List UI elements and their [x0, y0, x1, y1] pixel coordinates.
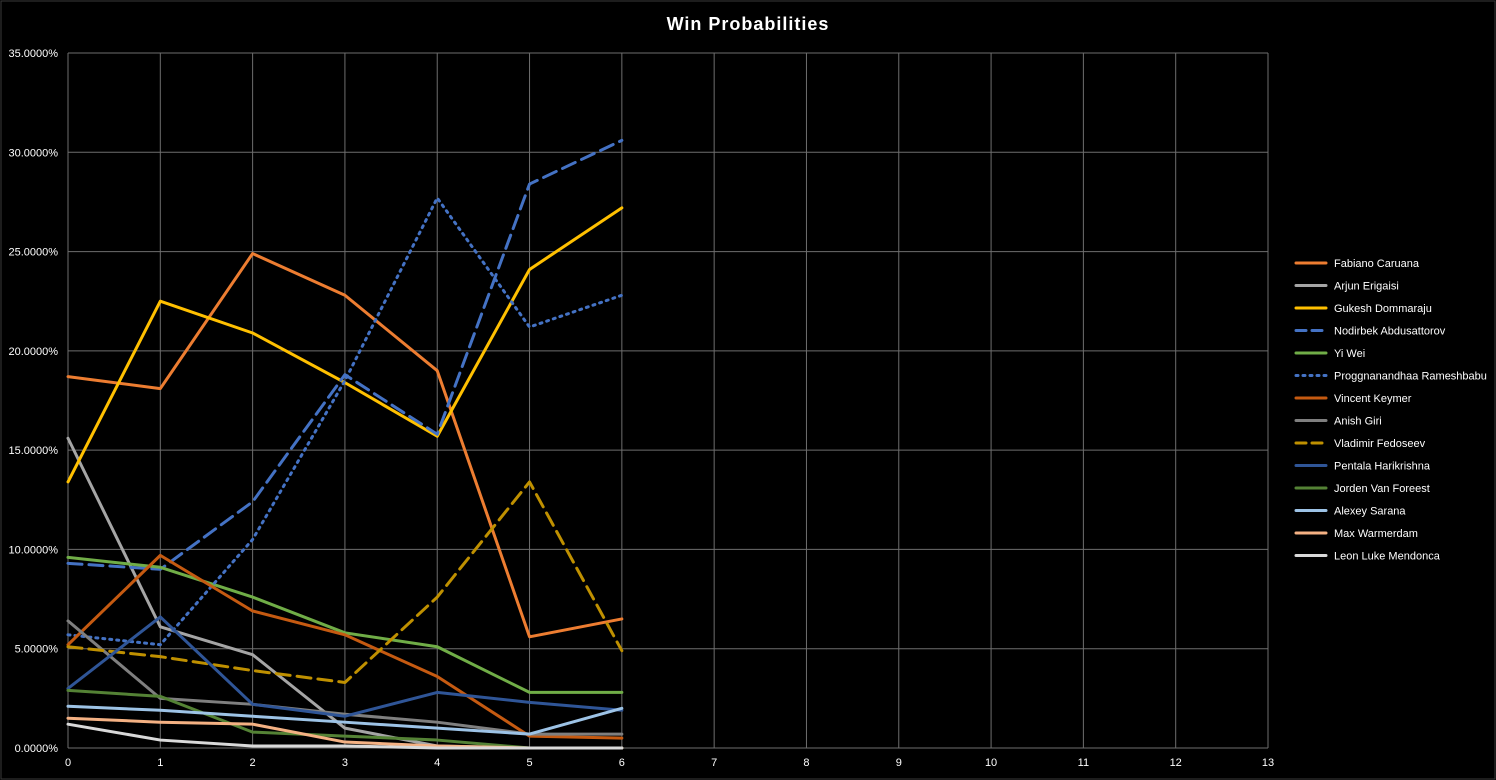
series-line-alexey-sarana	[66, 704, 624, 736]
legend-label-arjun-erigaisi: Arjun Erigaisi	[1334, 281, 1399, 293]
legend-label-gukesh-dommaraju: Gukesh Dommaraju	[1334, 303, 1432, 315]
y-tick-label: 15.0000%	[8, 445, 58, 457]
legend-label-max-warmerdam: Max Warmerdam	[1334, 528, 1418, 540]
series-line-vladimir-fedoseev	[66, 480, 624, 684]
y-tick-label: 10.0000%	[8, 544, 58, 556]
legend-label-nodirbek-abdusattorov: Nodirbek Abdusattorov	[1334, 326, 1446, 338]
series-line-proggnanandhaa-rameshbabu	[66, 196, 624, 647]
x-tick-label: 6	[619, 757, 625, 769]
legend-label-leon-luke-mendonca: Leon Luke Mendonca	[1334, 551, 1441, 563]
legend-label-yi-wei: Yi Wei	[1334, 348, 1365, 360]
series-line-nodirbek-abdusattorov	[66, 138, 624, 571]
series-layer	[66, 138, 624, 750]
x-tick-label: 3	[342, 757, 348, 769]
x-tick-label: 9	[896, 757, 902, 769]
x-tick-label: 4	[434, 757, 440, 769]
x-tick-label: 11	[1078, 757, 1089, 769]
y-tick-label: 20.0000%	[8, 346, 58, 358]
legend-label-vincent-keymer: Vincent Keymer	[1334, 393, 1412, 405]
x-tick-label: 0	[65, 757, 71, 769]
legend-label-jorden-van-foreest: Jorden Van Foreest	[1334, 483, 1430, 495]
x-tick-label: 13	[1262, 757, 1274, 769]
series-line-yi-wei	[66, 555, 624, 694]
legend-label-fabiano-caruana: Fabiano Caruana	[1334, 258, 1420, 270]
legend-label-vladimir-fedoseev: Vladimir Fedoseev	[1334, 438, 1426, 450]
y-tick-label: 0.0000%	[15, 743, 59, 755]
y-tick-label: 35.0000%	[8, 48, 58, 60]
grid-layer	[67, 52, 1269, 749]
y-tick-label: 25.0000%	[8, 247, 58, 259]
legend-label-alexey-sarana: Alexey Sarana	[1334, 506, 1406, 518]
x-axis-ticks: 0 1 2 3 4 5 6 7 8 9 10 11 12 13	[65, 757, 1274, 769]
x-tick-label: 12	[1170, 757, 1182, 769]
legend: Fabiano Caruana Arjun Erigaisi Gukesh Domm…	[1294, 258, 1487, 563]
chart-title: Win Probabilities	[667, 14, 830, 34]
x-tick-label: 7	[711, 757, 717, 769]
x-tick-label: 1	[157, 757, 163, 769]
series-line-pentala-harikrishna	[66, 615, 624, 718]
y-tick-label: 30.0000%	[8, 147, 58, 159]
legend-label-anish-giri: Anish Giri	[1334, 416, 1382, 428]
y-axis-ticks: 0.0000% 5.0000% 10.0000% 15.0000% 20.0000% 25…	[8, 48, 58, 755]
x-tick-label: 8	[803, 757, 809, 769]
series-line-leon-luke-mendonca	[66, 722, 624, 750]
x-tick-label: 10	[985, 757, 997, 769]
series-line-vincent-keymer	[66, 553, 624, 740]
y-tick-label: 5.0000%	[15, 644, 59, 656]
x-tick-label: 5	[526, 757, 532, 769]
x-tick-label: 2	[250, 757, 256, 769]
series-line-fabiano-caruana	[66, 252, 624, 639]
legend-label-pentala-harikrishna: Pentala Harikrishna	[1334, 461, 1431, 473]
legend-label-proggnanandhaa-rameshbabu: Proggnanandhaa Rameshbabu	[1334, 371, 1487, 383]
